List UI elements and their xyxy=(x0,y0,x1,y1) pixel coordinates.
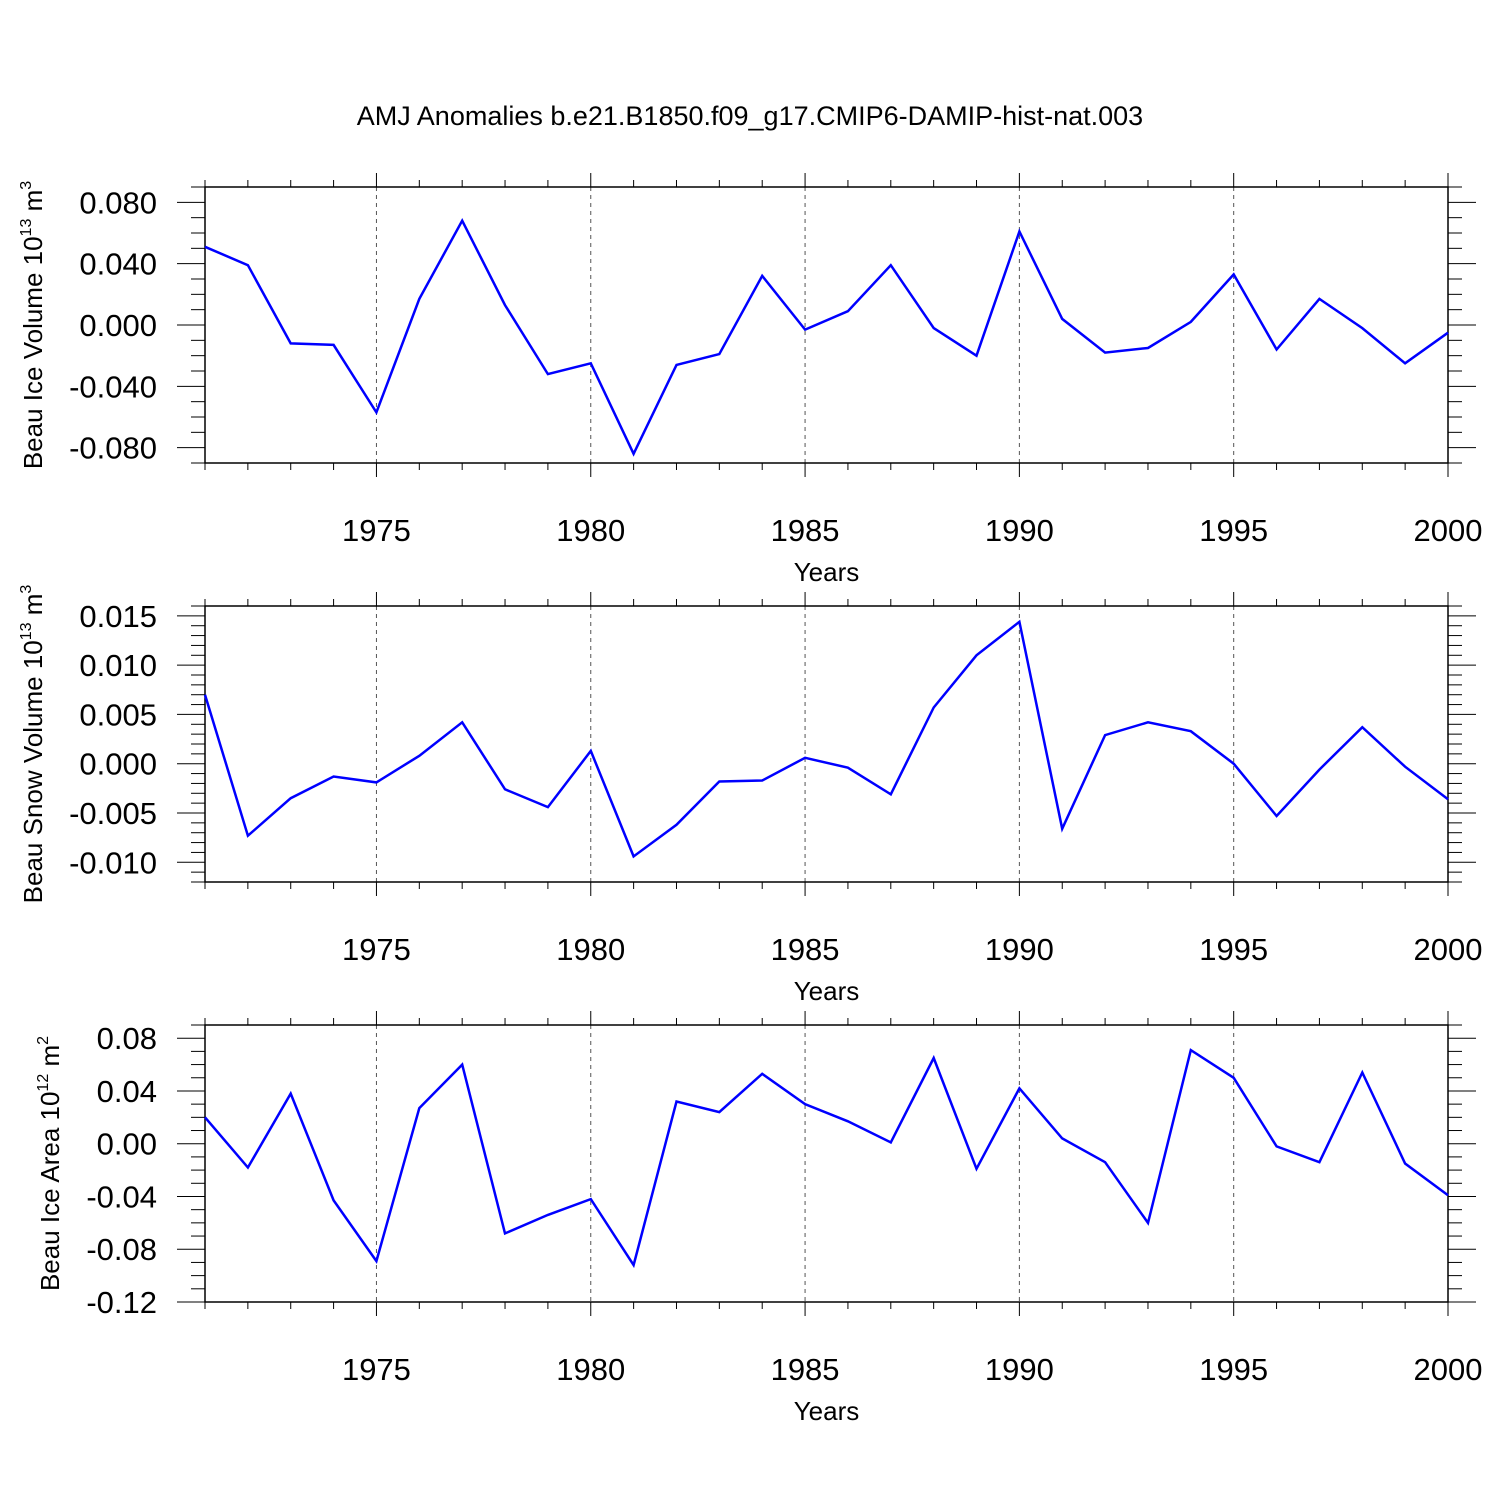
x-tick-label: 1980 xyxy=(556,1352,625,1387)
y-tick-label: -0.12 xyxy=(86,1285,157,1320)
x-tick-label: 1975 xyxy=(342,513,411,548)
figure-title: AMJ Anomalies b.e21.B1850.f09_g17.CMIP6-… xyxy=(357,101,1143,131)
x-tick-label: 1980 xyxy=(556,932,625,967)
y-axis-label-unit: m xyxy=(18,190,48,219)
y-axis-label-exponent: 13 xyxy=(18,622,35,640)
y-tick-label: -0.04 xyxy=(86,1179,157,1214)
y-tick-label: 0.00 xyxy=(97,1127,157,1162)
series-line xyxy=(204,1048,1449,1269)
y-tick-label: -0.08 xyxy=(86,1232,157,1267)
y-tick-label: -0.040 xyxy=(69,369,157,404)
chart-panel-3: -0.12 -0.08 -0.04 0.00 0.04 0.08 1975 1980 1985 1… xyxy=(35,1011,1482,1426)
x-tick-label: 1985 xyxy=(771,513,840,548)
y-axis-label: Beau Ice Volume 1013 m3 xyxy=(18,181,48,469)
y-tick-label: 0.04 xyxy=(97,1074,157,1109)
y-axis-label-unit-exponent: 3 xyxy=(18,181,35,190)
y-axis-label-unit: m xyxy=(35,1045,65,1074)
chart-panel-1: -0.080 -0.040 0.000 0.040 0.080 1975 1980 1985 1… xyxy=(18,173,1482,587)
y-axis-label-exponent: 12 xyxy=(35,1074,52,1092)
x-axis-label: Years xyxy=(794,1396,860,1426)
plot-frame xyxy=(204,605,1449,883)
chart-panels: -0.080 -0.040 0.000 0.040 0.080 1975 1980 1985 1… xyxy=(18,173,1482,1426)
y-tick-label: 0.08 xyxy=(97,1021,157,1056)
series-line xyxy=(203,619,1449,859)
y-axis-label-unit: m xyxy=(18,594,48,623)
series-line xyxy=(204,218,1449,457)
y-axis-label: Beau Snow Volume 1013 m3 xyxy=(18,585,48,904)
x-tick-label: 1975 xyxy=(342,1352,411,1387)
y-axis-label: Beau Ice Area 1012 m2 xyxy=(35,1036,65,1291)
x-tick-label: 1980 xyxy=(556,513,625,548)
y-tick-label: -0.005 xyxy=(69,796,157,831)
x-tick-label: 1975 xyxy=(342,932,411,967)
y-axis-label-unit-exponent: 3 xyxy=(18,585,35,594)
y-tick-label: 0.015 xyxy=(79,599,157,634)
y-axis-label-main: Beau Snow Volume 10 xyxy=(18,640,48,903)
y-axis-label-main: Beau Ice Volume 10 xyxy=(18,236,48,469)
x-axis-label: Years xyxy=(794,557,860,587)
y-tick-label: 0.010 xyxy=(79,648,157,683)
x-tick-label: 1995 xyxy=(1199,1352,1268,1387)
x-tick-label: 1990 xyxy=(985,513,1054,548)
x-tick-label: 2000 xyxy=(1414,513,1483,548)
y-axis-label-exponent: 13 xyxy=(18,219,35,237)
y-axis-label-unit-exponent: 2 xyxy=(35,1036,52,1045)
x-tick-label: 1995 xyxy=(1199,932,1268,967)
x-tick-label: 2000 xyxy=(1414,932,1483,967)
y-tick-label: 0.040 xyxy=(79,247,157,282)
x-axis-label: Years xyxy=(794,976,860,1006)
y-tick-label: -0.010 xyxy=(69,845,157,880)
y-tick-label: 0.005 xyxy=(79,697,157,732)
x-tick-label: 1995 xyxy=(1199,513,1268,548)
y-tick-label: 0.080 xyxy=(79,185,157,220)
x-tick-label: 2000 xyxy=(1414,1352,1483,1387)
y-axis-label-main: Beau Ice Area 10 xyxy=(35,1092,65,1291)
y-tick-label: 0.000 xyxy=(79,308,157,343)
plot-frame xyxy=(204,186,1449,464)
y-tick-label: -0.080 xyxy=(69,431,157,466)
x-tick-label: 1990 xyxy=(985,1352,1054,1387)
x-tick-label: 1990 xyxy=(985,932,1054,967)
y-tick-label: 0.000 xyxy=(79,747,157,782)
x-tick-label: 1985 xyxy=(771,932,840,967)
x-tick-label: 1985 xyxy=(771,1352,840,1387)
plot-frame xyxy=(204,1024,1449,1303)
chart-panel-2: -0.010 -0.005 0.000 0.005 0.010 0.015 1975 1980… xyxy=(18,585,1482,1006)
